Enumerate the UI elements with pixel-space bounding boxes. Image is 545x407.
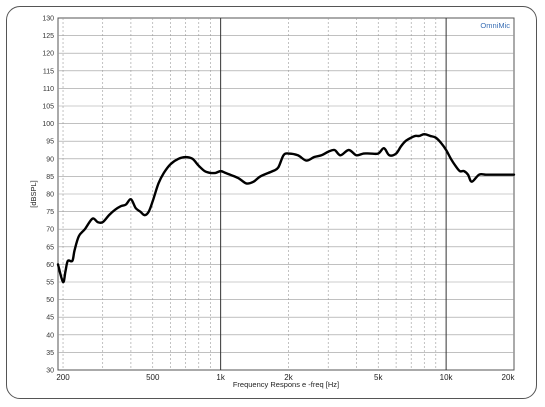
x-tick-label: 1k [216,373,225,382]
y-axis-label: [dBSPL] [29,180,38,208]
x-tick-label: 200 [56,373,70,382]
x-tick-label: 5k [374,373,383,382]
y-tick-label: 115 [43,68,54,75]
y-tick-label: 35 [46,350,54,357]
y-tick-labels: 30 35 40 45 50 55 60 65 70 75 80 85 90 95 100 105 110 115… [42,16,54,375]
x-tick-labels: 200 500 1k 2k 5k 10k 20k [56,373,515,382]
y-tick-label: 125 [42,33,54,40]
y-tick-label: 50 [46,297,54,304]
y-tick-label: 105 [42,104,54,111]
y-tick-label: 30 [46,368,54,375]
y-tick-label: 90 [46,156,54,163]
y-tick-label: 70 [46,227,54,234]
y-tick-label: 75 [46,209,54,216]
y-tick-label: 40 [46,332,54,339]
x-tick-label: 500 [146,373,160,382]
brand-label: OmniMic [480,21,510,30]
y-tick-label: 80 [46,192,54,199]
y-tick-label: 60 [46,262,54,269]
x-tick-label: 20k [502,373,516,382]
y-tick-label: 110 [43,86,54,93]
x-tick-label: 2k [284,373,293,382]
y-tick-label: 120 [42,51,54,58]
y-tick-label: 100 [42,121,54,128]
y-tick-label: 55 [46,280,54,287]
y-tick-label: 65 [46,244,54,251]
y-tick-label: 85 [46,174,54,181]
x-tick-label: 10k [440,373,454,382]
y-tick-label: 45 [46,315,54,322]
y-tick-label: 95 [46,139,54,146]
y-tick-label: 130 [42,16,54,23]
response-curve [56,132,516,284]
major-gridlines [58,18,514,370]
x-axis-label: Frequency Respons e -freq [Hz] [233,380,339,389]
